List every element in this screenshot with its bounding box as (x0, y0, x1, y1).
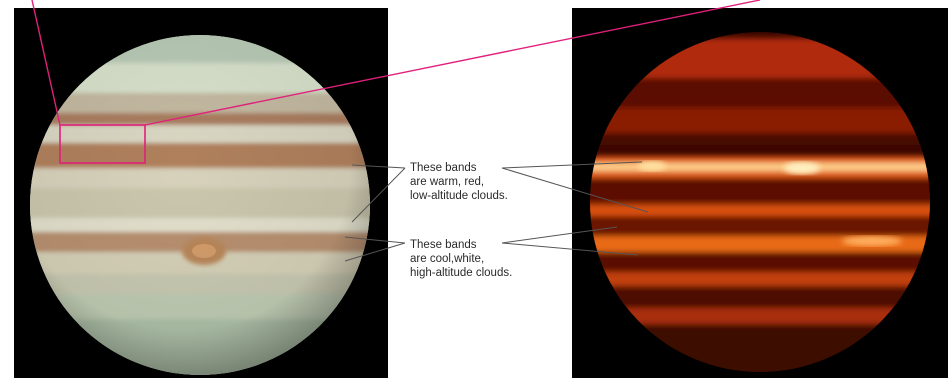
callout-warm-left-1 (351, 164, 406, 169)
caption-line: are warm, red, (410, 176, 485, 188)
caption-line: These bands (410, 239, 477, 251)
callout-cool-right-2 (501, 242, 639, 256)
pointer-line-left (31, 0, 61, 126)
pointer-line-right (144, 0, 761, 126)
caption-line: are cool,white, (410, 253, 485, 265)
caption-line: low-altitude clouds. (410, 190, 508, 202)
callout-cool-right-1 (501, 226, 618, 244)
visible-light-jupiter-image (14, 8, 388, 378)
caption-line: high-altitude clouds. (410, 267, 513, 279)
cool-bands-caption: These bands are cool,white, high-altitud… (410, 238, 570, 280)
callout-warm-right-1 (501, 161, 643, 169)
warm-bands-caption: These bands are warm, red, low-altitude … (410, 161, 570, 203)
infrared-jupiter-image (572, 8, 948, 378)
callout-warm-left-2 (351, 167, 406, 223)
caption-line: These bands (410, 162, 477, 174)
callout-cool-left-2 (344, 242, 406, 262)
callout-warm-right-2 (501, 167, 649, 213)
callout-cool-left-1 (344, 236, 406, 244)
